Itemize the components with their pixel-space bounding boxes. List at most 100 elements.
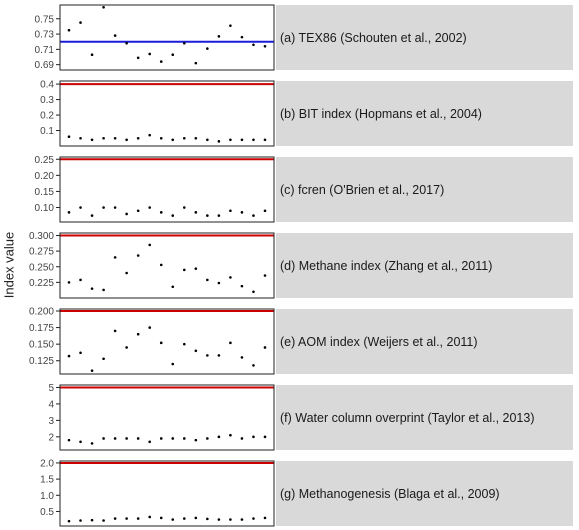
data-point <box>125 517 128 520</box>
data-point <box>206 138 209 142</box>
data-point <box>194 516 198 520</box>
y-tick-label: 1.5 <box>40 475 54 486</box>
data-point <box>159 60 163 63</box>
data-point <box>102 437 105 440</box>
data-point <box>159 136 163 140</box>
data-point <box>90 518 94 522</box>
data-point <box>182 342 186 346</box>
plot-frame <box>59 384 275 451</box>
data-point <box>113 256 117 259</box>
data-point <box>217 140 221 143</box>
data-point <box>240 35 244 39</box>
data-point <box>229 433 232 437</box>
data-point <box>148 243 152 247</box>
data-point <box>171 214 175 217</box>
data-point <box>79 21 82 24</box>
data-point <box>217 354 221 357</box>
data-point <box>171 518 175 521</box>
data-point <box>125 138 128 142</box>
y-tick-label: 0.300 <box>29 231 54 242</box>
data-point <box>102 288 105 292</box>
y-tick-label: 4 <box>48 399 54 410</box>
data-point <box>252 290 255 294</box>
data-point <box>125 41 128 45</box>
plot-frame <box>59 80 275 147</box>
panel-label-strip <box>276 385 573 450</box>
panel-label-strip <box>276 5 573 70</box>
panel-title: (d) Methane index (Zhang et al., 2011) <box>280 259 492 273</box>
data-point <box>113 329 117 333</box>
data-point <box>148 515 152 519</box>
y-tick-label: 0.5 <box>40 507 54 518</box>
y-tick-label: 0.25 <box>35 155 55 166</box>
data-point <box>252 214 255 217</box>
y-tick-label: 0.275 <box>29 247 54 258</box>
data-point <box>136 56 140 60</box>
panel-title: (a) TEX86 (Schouten et al., 2002) <box>280 31 467 45</box>
plot-frame <box>59 232 275 299</box>
y-tick-label: 2.0 <box>40 458 54 469</box>
data-point <box>67 438 71 442</box>
data-point <box>90 369 94 372</box>
data-point <box>125 346 128 349</box>
data-point <box>171 53 175 57</box>
plot-frame <box>59 4 275 71</box>
y-tick-label: 0.1 <box>40 126 54 137</box>
data-point <box>136 332 140 336</box>
data-point <box>206 517 209 521</box>
data-point <box>136 209 140 213</box>
data-point <box>194 438 198 442</box>
panel-label-strip <box>276 461 573 526</box>
plot-frame <box>59 156 275 223</box>
data-point <box>194 349 198 353</box>
data-point <box>67 519 71 523</box>
data-point <box>125 212 128 216</box>
data-point <box>79 351 82 355</box>
data-point <box>194 267 198 270</box>
panel-title: (b) BIT index (Hopmans et al., 2004) <box>280 107 482 121</box>
data-point <box>217 281 221 285</box>
panel-title: (e) AOM index (Weijers et al., 2011) <box>280 335 478 349</box>
data-point <box>113 517 117 520</box>
data-point <box>263 516 267 520</box>
data-point <box>79 440 82 444</box>
data-point <box>90 214 94 217</box>
data-point <box>159 341 163 345</box>
panel-title: (g) Methanogenesis (Blaga et al., 2009) <box>280 487 500 501</box>
data-point <box>240 518 244 521</box>
data-point <box>252 43 255 47</box>
data-point <box>217 435 221 439</box>
data-point <box>182 437 186 440</box>
data-point <box>229 341 232 345</box>
data-point <box>148 326 152 329</box>
data-point <box>206 47 209 50</box>
data-point <box>194 136 198 140</box>
y-tick-label: 0.73 <box>35 30 55 41</box>
data-point <box>171 138 175 142</box>
data-point <box>159 437 163 440</box>
data-point <box>102 136 105 140</box>
data-point <box>90 138 94 142</box>
data-point <box>252 364 255 367</box>
y-tick-label: 2 <box>48 432 54 443</box>
data-point <box>159 263 163 267</box>
data-point <box>113 136 117 140</box>
data-point <box>263 44 267 48</box>
data-point <box>67 354 71 358</box>
data-point <box>252 435 255 439</box>
data-point <box>263 274 267 277</box>
data-point <box>263 138 267 142</box>
data-point <box>182 206 186 209</box>
y-tick-label: 1.0 <box>40 491 54 502</box>
y-tick-label: 5 <box>48 383 54 394</box>
y-tick-label: 0.125 <box>29 356 54 367</box>
data-point <box>125 271 128 275</box>
data-point <box>136 517 140 520</box>
data-point <box>79 519 82 522</box>
plot-frame <box>59 460 275 527</box>
data-point <box>240 437 244 440</box>
data-point <box>206 354 209 357</box>
data-point <box>148 440 152 444</box>
data-point <box>263 346 267 349</box>
